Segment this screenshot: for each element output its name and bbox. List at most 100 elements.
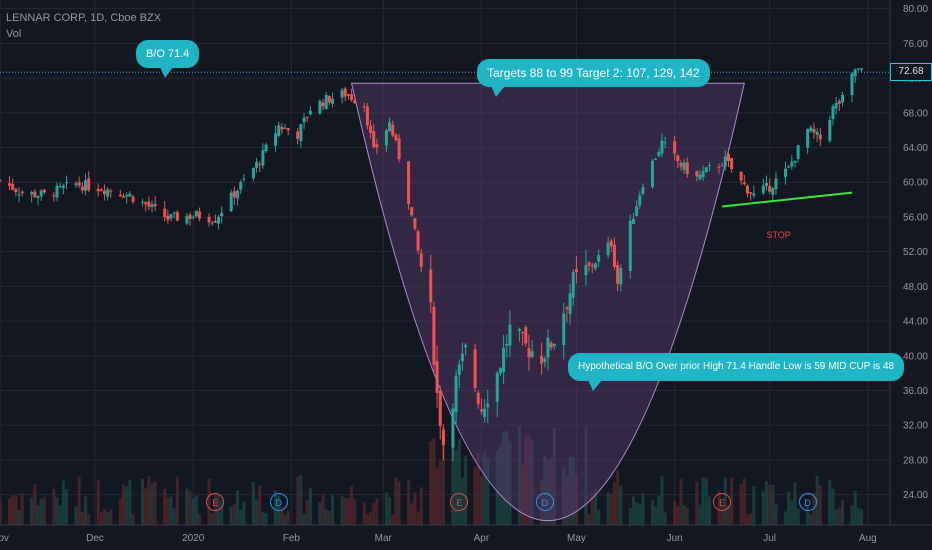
volume-bar [239,509,243,525]
candle-body [340,90,344,98]
candle-body [530,351,534,357]
volume-bar [673,501,677,525]
candle-body [837,101,841,104]
volume-bar [635,502,639,525]
volume-bar [251,481,255,525]
volume-bar [324,509,328,525]
candle-body [571,272,575,298]
last-price-badge: 72.68 [890,63,932,82]
volume-bar [166,497,170,525]
candle-body [432,306,436,365]
candle-body [185,216,189,224]
time-axis[interactable]: Nov Dec 2020 Feb Mar Apr May Jun Jul Aug [0,524,932,550]
candle-body [527,348,531,358]
volume-bar [242,501,246,525]
volume-bar [103,509,107,525]
candle-body [486,403,490,408]
volume-label: Vol [6,28,22,40]
candle-body [796,145,800,159]
candle-body [856,68,860,70]
price-axis[interactable]: 80.0076.0072.0068.0064.0060.0056.0052.00… [889,0,932,550]
candle-body [815,131,819,136]
volume-bar [840,500,844,525]
volume-bar [521,464,525,525]
volume-bar [818,484,822,525]
volume-bar [232,503,236,525]
volume-bar [188,491,192,525]
candle-body [726,154,730,162]
hypothetical-callout[interactable]: Hypothetical B/O Over prior High 71.4 Ha… [568,353,905,391]
volume-bar [388,497,392,525]
volume-bar [853,491,857,525]
price-tick-label: 76.00 [903,39,928,50]
candle-body [210,222,214,224]
volume-bar [479,476,483,525]
volume-bar [650,500,654,525]
callout-tail [491,86,505,97]
volume-bar [638,503,642,525]
candle-body [369,125,373,133]
candle-body [593,263,597,269]
candle-body [103,190,107,194]
price-candles [0,67,863,462]
candle-body [764,182,768,187]
cup-pattern [350,82,745,521]
volume-bar [495,450,499,525]
dividend-event-marker[interactable]: D [798,493,817,511]
candle-body [505,343,509,346]
volume-bar [429,441,433,525]
candle-body [828,119,832,141]
candle-body [628,220,632,271]
time-tick-label: Aug [859,533,877,544]
candle-body [191,216,195,218]
candle-body [87,178,91,191]
candle-body [650,160,654,187]
candle-body [597,255,601,262]
volume-bar [131,513,135,525]
time-axis-bg [0,525,932,550]
candle-body [606,242,610,256]
earnings-event-marker[interactable]: E [713,493,732,511]
volume-bar [280,506,284,525]
volume-bar [828,479,832,525]
candle-body [774,178,778,189]
targets-callout[interactable]: Targets 88 to 99 Target 2: 107, 129, 142 [477,59,710,97]
volume-bar [552,428,556,525]
earnings-event-marker[interactable]: E [206,493,225,511]
volume-bar [574,474,578,525]
volume-bar [375,498,379,525]
volume-bar [30,497,34,525]
candle-body [239,181,243,190]
volume-bar [74,506,78,525]
dividend-event-marker[interactable]: D [535,493,554,511]
volume-bar [657,495,661,525]
volume-bar [524,436,528,525]
candle-body [660,140,664,154]
price-tick-label: 44.00 [903,317,928,328]
volume-bar [698,504,702,525]
candle-body [232,191,236,198]
dividend-event-marker[interactable]: D [269,493,288,511]
volume-bar [606,492,610,525]
volume-bar [457,438,461,525]
breakout-callout[interactable]: B/O 71.4 [136,40,200,78]
candle-body [365,106,369,126]
volume-bar [353,499,357,525]
earnings-event-marker[interactable]: E [450,493,469,511]
volume-bar [483,451,487,525]
candle-body [150,204,154,208]
candle-body [274,133,278,146]
candle-body [99,189,103,192]
candle-body [429,269,433,303]
candle-body [175,212,179,221]
volume-bar [707,496,711,525]
candle-body [236,190,240,199]
volume-bar [571,457,575,525]
volume-bar [796,508,800,525]
volume-bar [340,496,344,525]
volume-bar [726,505,730,525]
candle-body [280,126,284,130]
volume-bar [185,488,189,525]
candle-body [853,69,857,77]
